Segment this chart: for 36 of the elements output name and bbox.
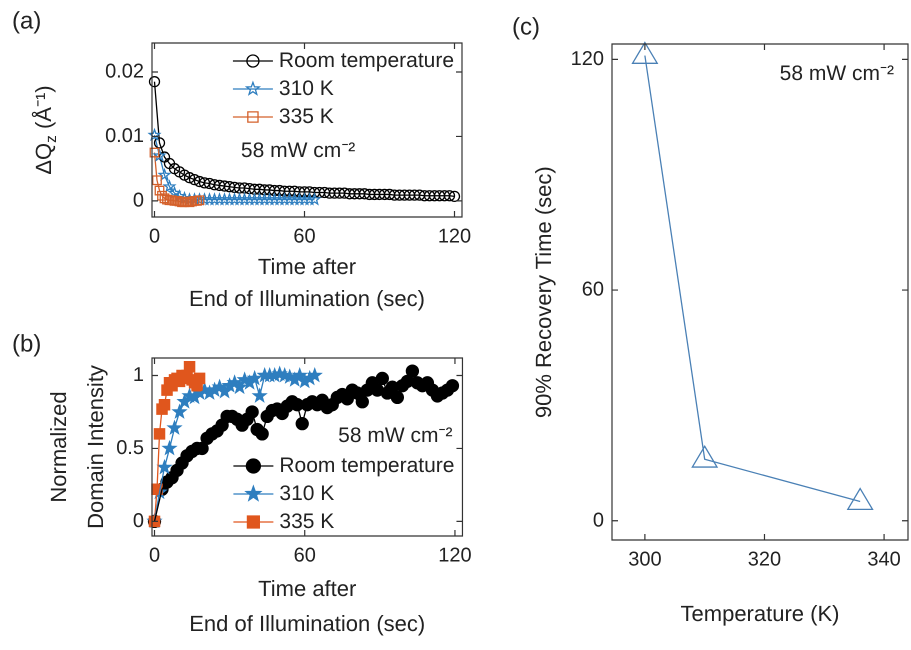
chart-title: (b) [12, 330, 42, 358]
y-tick-label: 120 [570, 48, 604, 70]
y-axis-title: Normalized Domain Intensity [46, 365, 108, 529]
x-axis-title: Temperature (K) [680, 601, 840, 626]
x-axis-title: Time after End of Illumination (sec) [189, 576, 426, 636]
legend-label: Room temperature [279, 454, 454, 477]
x-tick-label: 120 [438, 226, 472, 248]
chart-title: (c) [512, 14, 540, 41]
y-tick-label: 0 [592, 509, 604, 532]
y-tick-label: 0 [132, 510, 144, 532]
annotation: 58 mW cm⁻² [240, 138, 356, 162]
legend-label: 310 K [278, 76, 334, 100]
y-tick-label: 0.01 [105, 124, 144, 147]
y-tick-label: 60 [582, 278, 604, 301]
chart-title: (a) [12, 8, 42, 35]
y-tick-label: 0 [132, 189, 144, 212]
y-tick-label: 0.02 [105, 60, 144, 83]
legend-label: Room temperature [278, 48, 454, 72]
y-tick-label: 1 [132, 364, 144, 386]
legend-label: 310 K [279, 482, 334, 505]
legend-label: 335 K [278, 104, 334, 128]
x-tick-label: 320 [748, 548, 782, 571]
annotation: 58 mW cm⁻² [780, 62, 894, 85]
annotation: 58 mW cm⁻² [338, 424, 452, 447]
x-tick-label: 120 [438, 544, 472, 567]
legend-label: 335 K [279, 510, 334, 533]
x-tick-label: 340 [867, 548, 901, 571]
y-axis-title: ΔQz (Å⁻¹) [31, 85, 60, 175]
x-axis-title: Time after End of Illumination (sec) [189, 254, 425, 312]
y-tick-label: 0.5 [116, 436, 144, 459]
x-tick-label: 60 [293, 226, 316, 248]
x-tick-label: 0 [148, 544, 160, 567]
x-tick-label: 0 [148, 226, 160, 248]
x-tick-label: 300 [628, 548, 662, 571]
x-tick-label: 60 [294, 544, 316, 567]
y-axis-title: 90% Recovery Time (sec) [531, 166, 556, 418]
